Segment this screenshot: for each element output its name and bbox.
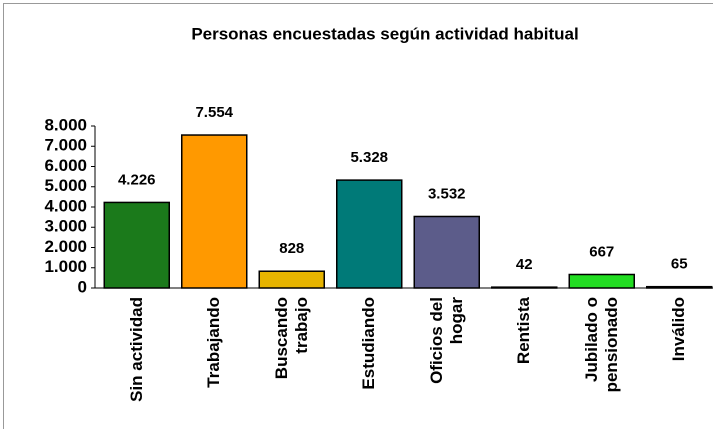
y-tick-label: 4.000 bbox=[44, 196, 87, 215]
x-tick-label: Estudiando bbox=[359, 297, 379, 390]
x-tick-label: Sin actividad bbox=[126, 297, 146, 402]
bar bbox=[258, 270, 325, 289]
bar bbox=[103, 201, 170, 289]
x-tick-label: Buscando trabajo bbox=[271, 297, 311, 380]
y-tick-label: 8.000 bbox=[44, 115, 87, 134]
value-label: 667 bbox=[589, 243, 614, 260]
value-label: 7.554 bbox=[195, 104, 233, 121]
y-tick-label: 5.000 bbox=[44, 176, 87, 195]
y-tick-label: 6.000 bbox=[44, 156, 87, 175]
bar bbox=[336, 179, 403, 289]
x-tick-label: Inválido bbox=[669, 297, 689, 362]
chart-title: Personas encuestadas según actividad hab… bbox=[191, 24, 578, 43]
bar bbox=[413, 215, 480, 289]
y-tick-label: 7.000 bbox=[44, 136, 87, 155]
value-label: 3.532 bbox=[428, 185, 466, 202]
x-tick-label: Trabajando bbox=[204, 297, 224, 388]
x-tick-label: Rentista bbox=[514, 297, 534, 365]
x-tick-label: Jubilado o pensionado bbox=[581, 297, 621, 393]
y-tick-label: 2.000 bbox=[44, 237, 87, 256]
y-tick-label: 1.000 bbox=[44, 257, 87, 276]
value-label: 828 bbox=[279, 240, 304, 257]
value-label: 65 bbox=[671, 256, 688, 273]
chart-border bbox=[3, 3, 713, 429]
value-label: 42 bbox=[516, 256, 533, 273]
value-label: 5.328 bbox=[350, 149, 388, 166]
bar bbox=[181, 134, 248, 289]
y-tick-label: 3.000 bbox=[44, 217, 87, 236]
value-label: 4.226 bbox=[118, 171, 156, 188]
bar bbox=[568, 273, 635, 289]
bar bbox=[491, 286, 558, 289]
x-tick-label: Oficios del hogar bbox=[426, 297, 466, 384]
y-tick-label: 0 bbox=[78, 277, 87, 296]
bar bbox=[646, 285, 713, 289]
